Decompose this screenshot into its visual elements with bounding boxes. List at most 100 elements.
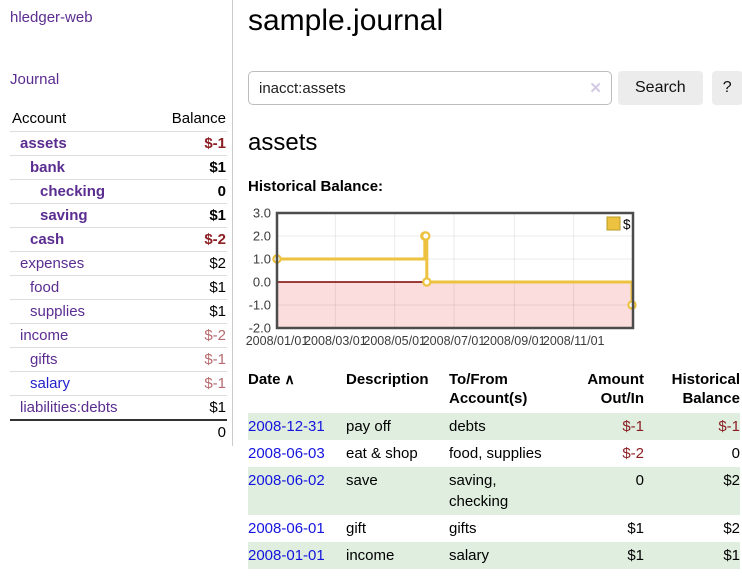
account-balance: $1 [209, 207, 226, 224]
transaction-description: eat & shop [346, 445, 418, 462]
svg-text:2008/07/01: 2008/07/01 [423, 334, 486, 348]
transactions-header-row: Date ∧ Description To/From Account(s) Amo… [248, 368, 740, 413]
account-link-liabilities-debts[interactable]: liabilities:debts [20, 399, 118, 416]
transaction-amount: 0 [635, 472, 644, 489]
help-button[interactable]: ? [711, 71, 742, 105]
account-link-checking[interactable]: checking [40, 183, 106, 200]
account-column-header: Account [12, 110, 67, 127]
sidebar-item-journal[interactable]: Journal [10, 71, 60, 88]
svg-text:3.0: 3.0 [253, 206, 271, 221]
transaction-description: pay off [346, 418, 391, 435]
transaction-row: 2008-06-01 gift gifts $1 $2 [248, 515, 740, 542]
account-balance: $-2 [204, 231, 226, 248]
transaction-accounts: gifts [449, 520, 477, 537]
account-row: checking 0 [10, 179, 227, 204]
account-balance: $-1 [204, 351, 226, 368]
account-balance: $2 [209, 255, 226, 272]
account-row: liabilities:debts $1 [10, 395, 227, 421]
app-title-link[interactable]: hledger-web [10, 9, 93, 26]
account-link-saving[interactable]: saving [40, 207, 88, 224]
account-balance: $1 [209, 279, 226, 296]
transaction-date-link[interactable]: 2008-06-03 [248, 445, 325, 462]
description-column-header: Description [346, 371, 429, 388]
accounts-column-header: To/From Account(s) [449, 371, 528, 407]
account-row: gifts $-1 [10, 347, 227, 372]
account-link-bank[interactable]: bank [30, 159, 66, 176]
svg-text:-1.0: -1.0 [249, 298, 271, 313]
transaction-date-link[interactable]: 2008-06-01 [248, 520, 325, 537]
transaction-row: 2008-06-03 eat & shop food, supplies $-2… [248, 440, 740, 467]
historical-balance-chart: $3.0 2.0 1.0 0.0 -1.0 -2.0 2008/01/01 2008/03/0… [237, 206, 649, 353]
clear-search-icon[interactable]: ✕ [589, 80, 602, 97]
page-title: sample.journal [248, 4, 444, 37]
transaction-date-link[interactable]: 2008-06-02 [248, 472, 325, 489]
account-link-income[interactable]: income [20, 327, 69, 344]
svg-text:1.0: 1.0 [253, 252, 271, 267]
transaction-row: 2008-12-31 pay off debts $-1 $-1 [248, 413, 740, 440]
transaction-balance: 0 [731, 445, 740, 462]
account-balance: $1 [209, 303, 226, 320]
account-link-salary[interactable]: salary [30, 375, 71, 392]
account-row: saving $1 [10, 203, 227, 228]
account-row: bank $1 [10, 155, 227, 180]
account-link-supplies[interactable]: supplies [30, 303, 86, 320]
account-link-cash[interactable]: cash [30, 231, 65, 248]
date-column-header[interactable]: Date ∧ [248, 371, 295, 388]
account-link-assets[interactable]: assets [20, 135, 67, 152]
transaction-description: gift [346, 520, 367, 537]
search-input[interactable] [248, 71, 612, 105]
svg-text:2008/05/01: 2008/05/01 [363, 334, 426, 348]
account-link-gifts[interactable]: gifts [30, 351, 58, 368]
transaction-amount: $-2 [622, 445, 644, 462]
transaction-amount: $-1 [622, 418, 644, 435]
account-row: food $1 [10, 275, 227, 300]
main-content: sample.journal ✕ Search ? assets Histori… [233, 0, 742, 569]
account-row: assets $-1 [10, 131, 227, 156]
transaction-accounts: salary [449, 547, 490, 564]
account-balance-table: Account Balance assets $-1 bank $1 check… [10, 107, 227, 444]
account-row: salary $-1 [10, 371, 227, 396]
svg-text:2008/01/01: 2008/01/01 [246, 334, 309, 348]
account-total-row: 0 [10, 420, 227, 444]
sidebar: hledger-web Journal Account Balance asse… [0, 0, 233, 446]
account-heading: assets [248, 129, 318, 156]
svg-text:$: $ [623, 217, 631, 232]
amount-column-header: Amount Out/In [587, 371, 644, 407]
balance-column-header: Balance [171, 110, 226, 127]
search-button[interactable]: Search [618, 71, 703, 105]
svg-text:-2.0: -2.0 [249, 321, 271, 336]
svg-text:2.0: 2.0 [253, 229, 271, 244]
account-link-food[interactable]: food [30, 279, 60, 296]
search-form: ✕ Search ? [248, 71, 742, 105]
account-row: supplies $1 [10, 299, 227, 324]
transaction-balance: $2 [723, 472, 740, 489]
account-balance: $1 [209, 399, 226, 416]
sort-ascending-icon: ∧ [284, 371, 295, 387]
transaction-accounts: saving, checking [449, 472, 509, 510]
account-balance: $1 [209, 159, 226, 176]
account-balance: $-2 [204, 327, 226, 344]
transaction-accounts: food, supplies [449, 445, 542, 462]
account-balance: $-1 [204, 135, 226, 152]
svg-text:2008/03/01: 2008/03/01 [304, 334, 367, 348]
svg-text:2008/11/01: 2008/11/01 [543, 334, 605, 348]
transaction-accounts: debts [449, 418, 486, 435]
account-row: cash $-2 [10, 227, 227, 252]
chart-heading: Historical Balance: [248, 178, 384, 195]
transactions-table: Date ∧ Description To/From Account(s) Amo… [248, 368, 740, 569]
accounts-total-balance: 0 [217, 424, 226, 441]
account-link-expenses[interactable]: expenses [20, 255, 85, 272]
transaction-balance: $1 [723, 547, 740, 564]
svg-text:0.0: 0.0 [253, 275, 271, 290]
svg-text:2008/09/01: 2008/09/01 [483, 334, 546, 348]
account-balance: $-1 [204, 375, 226, 392]
transaction-amount: $1 [627, 547, 644, 564]
transaction-date-link[interactable]: 2008-12-31 [248, 418, 325, 435]
transaction-row: 2008-01-01 income salary $1 $1 [248, 542, 740, 569]
account-balance: 0 [217, 183, 226, 200]
transaction-balance: $-1 [718, 418, 740, 435]
transaction-balance: $2 [723, 520, 740, 537]
page: hledger-web Journal Account Balance asse… [0, 0, 742, 569]
transaction-date-link[interactable]: 2008-01-01 [248, 547, 325, 564]
transaction-row: 2008-06-02 save saving, checking 0 $2 [248, 467, 740, 515]
